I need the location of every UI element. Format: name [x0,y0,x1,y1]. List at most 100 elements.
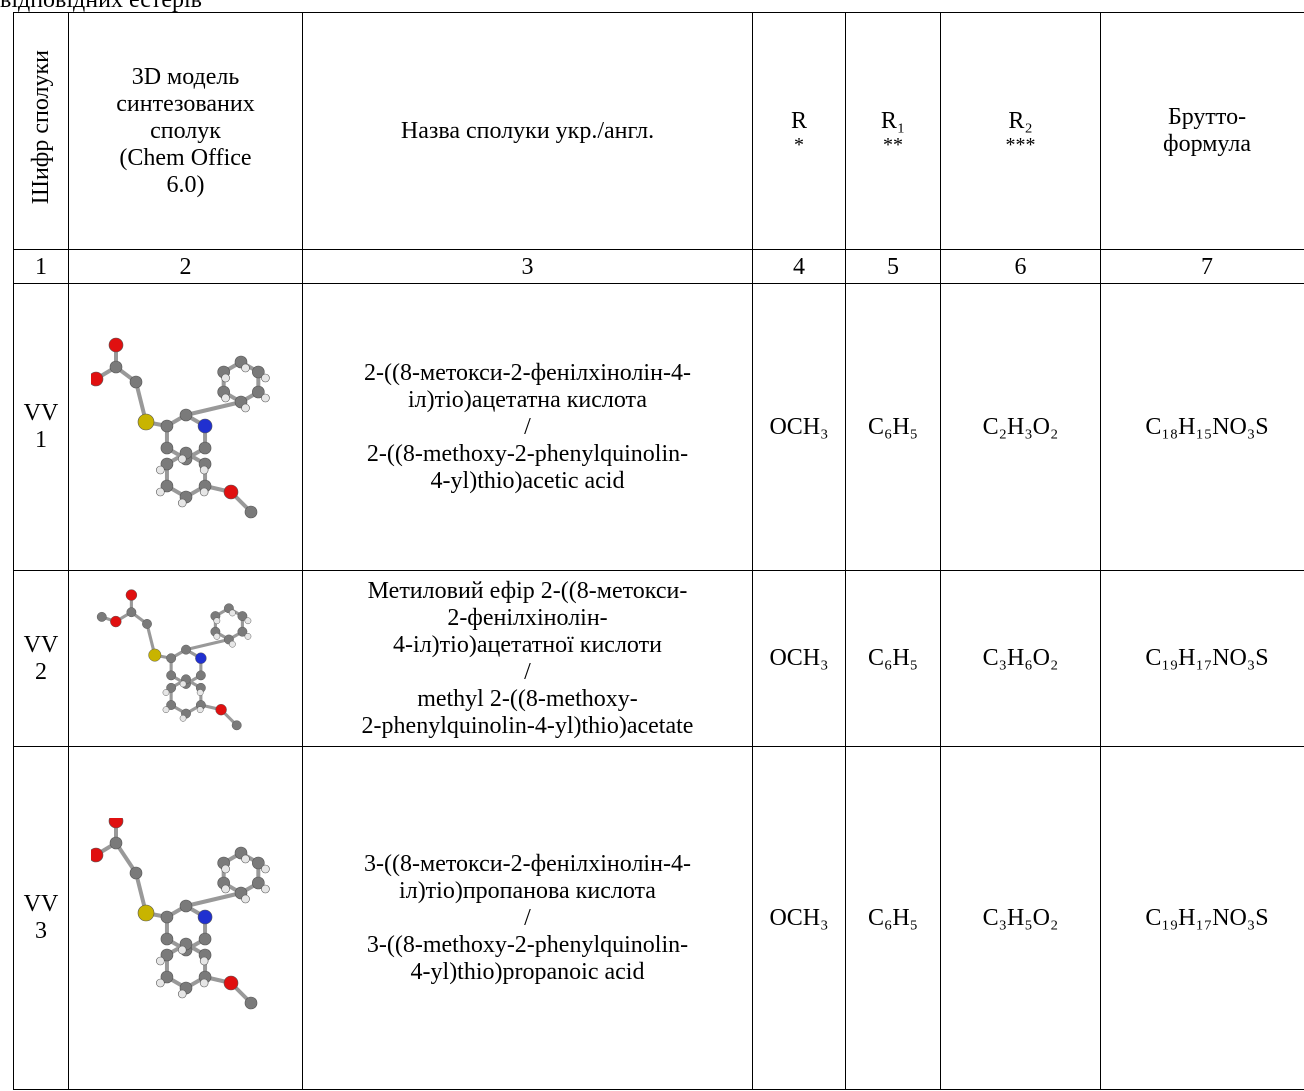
column-number: 3 [303,250,753,284]
name-uk: 4-іл)тіо)ацетатної кислоти [303,632,752,659]
atom [91,848,103,862]
atom [110,837,122,849]
document: відповідних естерів Шифр сполуки3D модел… [0,0,1304,1091]
name-en: 2-((8-methoxy-2-phenylquinolin- [303,441,752,468]
compound-row: VV2Метиловий ефір 2-((8-метокси-2-фенілх… [14,571,1304,747]
name-cell: 3-((8-метокси-2-фенілхінолін-4-іл)тіо)пр… [303,747,753,1090]
header-cell: R₁** [846,13,941,250]
page: Table html, body { margin: 0; padding: 0… [0,0,1304,1091]
header-text: *** [943,135,1098,155]
header-cell: 3D модельсинтезованихсполук(Chem Office6… [69,13,303,250]
header-text: R₂ [943,108,1098,135]
header-text: ** [848,135,938,155]
atom [178,455,186,463]
atom [197,706,203,712]
atom [261,865,269,873]
atom [180,900,192,912]
atom [229,641,235,647]
atom [160,911,172,923]
atom [197,689,203,695]
atom [142,619,151,628]
atom [166,653,175,662]
name-uk: іл)тіо)пропанова кислота [303,878,752,905]
header-text: (Chem Office [71,145,300,172]
column-number: 6 [941,250,1101,284]
name-separator: / [303,905,752,932]
name-en: methyl 2-((8-methoxy- [303,686,752,713]
model-cell [69,571,303,747]
atom [241,364,249,372]
substituent-formula: C₁₉H₁₇NO₃S [1101,571,1304,747]
header-text: синтезованих [71,91,300,118]
code-text: 3 [16,918,66,945]
atom [125,589,136,600]
atom [178,990,186,998]
atom [166,670,175,679]
table-body: Шифр сполуки 3D модельсинтезованихсполук(… [14,13,1304,1090]
atom [229,609,235,615]
name-uk: іл)тіо)ацетатна кислота [303,387,752,414]
atom [178,946,186,954]
substituent-r1: C₆H₅ [846,747,941,1090]
atom [196,670,205,679]
substituent-r1: C₆H₅ [846,284,941,571]
header-cell: R* [753,13,846,250]
atom [162,706,168,712]
code-text: 1 [16,427,66,454]
code-text: 2 [16,659,66,686]
header-text: Назва сполуки укр./англ. [305,118,750,145]
substituent-r: OCH₃ [753,747,846,1090]
atom [156,488,164,496]
atom [261,394,269,402]
header-cell: Назва сполуки укр./англ. [303,13,753,250]
name-en: 3-((8-methoxy-2-phenylquinolin- [303,932,752,959]
atom [198,910,212,924]
header-cell: R₂*** [941,13,1101,250]
atom [200,488,208,496]
name-cell: 2-((8-метокси-2-фенілхінолін-4-іл)тіо)ац… [303,284,753,571]
substituent-r2: C₃H₅O₂ [941,747,1101,1090]
atom [199,933,211,945]
header-text: 3D модель [71,64,300,91]
model-cell [69,747,303,1090]
atom [245,506,257,518]
atom [109,818,123,828]
column-number: 7 [1101,250,1304,284]
atom [199,442,211,454]
atom [224,485,238,499]
atom [195,652,206,663]
atom [221,885,229,893]
atom [160,933,172,945]
substituent-r2: C₂H₃O₂ [941,284,1101,571]
atom [232,720,241,729]
number-row: 1234567 [14,250,1304,284]
name-en: 4-yl)thio)propanoic acid [303,959,752,986]
atom [178,499,186,507]
header-text: R₁ [848,108,938,135]
column-number: 2 [69,250,303,284]
column-number: 4 [753,250,846,284]
name-uk: 3-((8-метокси-2-фенілхінолін-4- [303,851,752,878]
atom [261,374,269,382]
atom [156,957,164,965]
atom [200,979,208,987]
atom [224,976,238,990]
header-text: формула [1103,131,1304,158]
substituent-r: OCH₃ [753,571,846,747]
substituent-r2: C₃H₆O₂ [941,571,1101,747]
header-text: R [755,108,843,135]
atom [245,997,257,1009]
atom [221,374,229,382]
bond [186,402,241,415]
name-uk: 2-фенілхінолін- [303,605,752,632]
atom [138,414,154,430]
name-cell: Метиловий ефір 2-((8-метокси-2-фенілхіно… [303,571,753,747]
atom [221,394,229,402]
atom [244,617,250,623]
atom [215,704,226,715]
bond [186,639,229,649]
header-text: Шифр сполуки [28,50,55,204]
